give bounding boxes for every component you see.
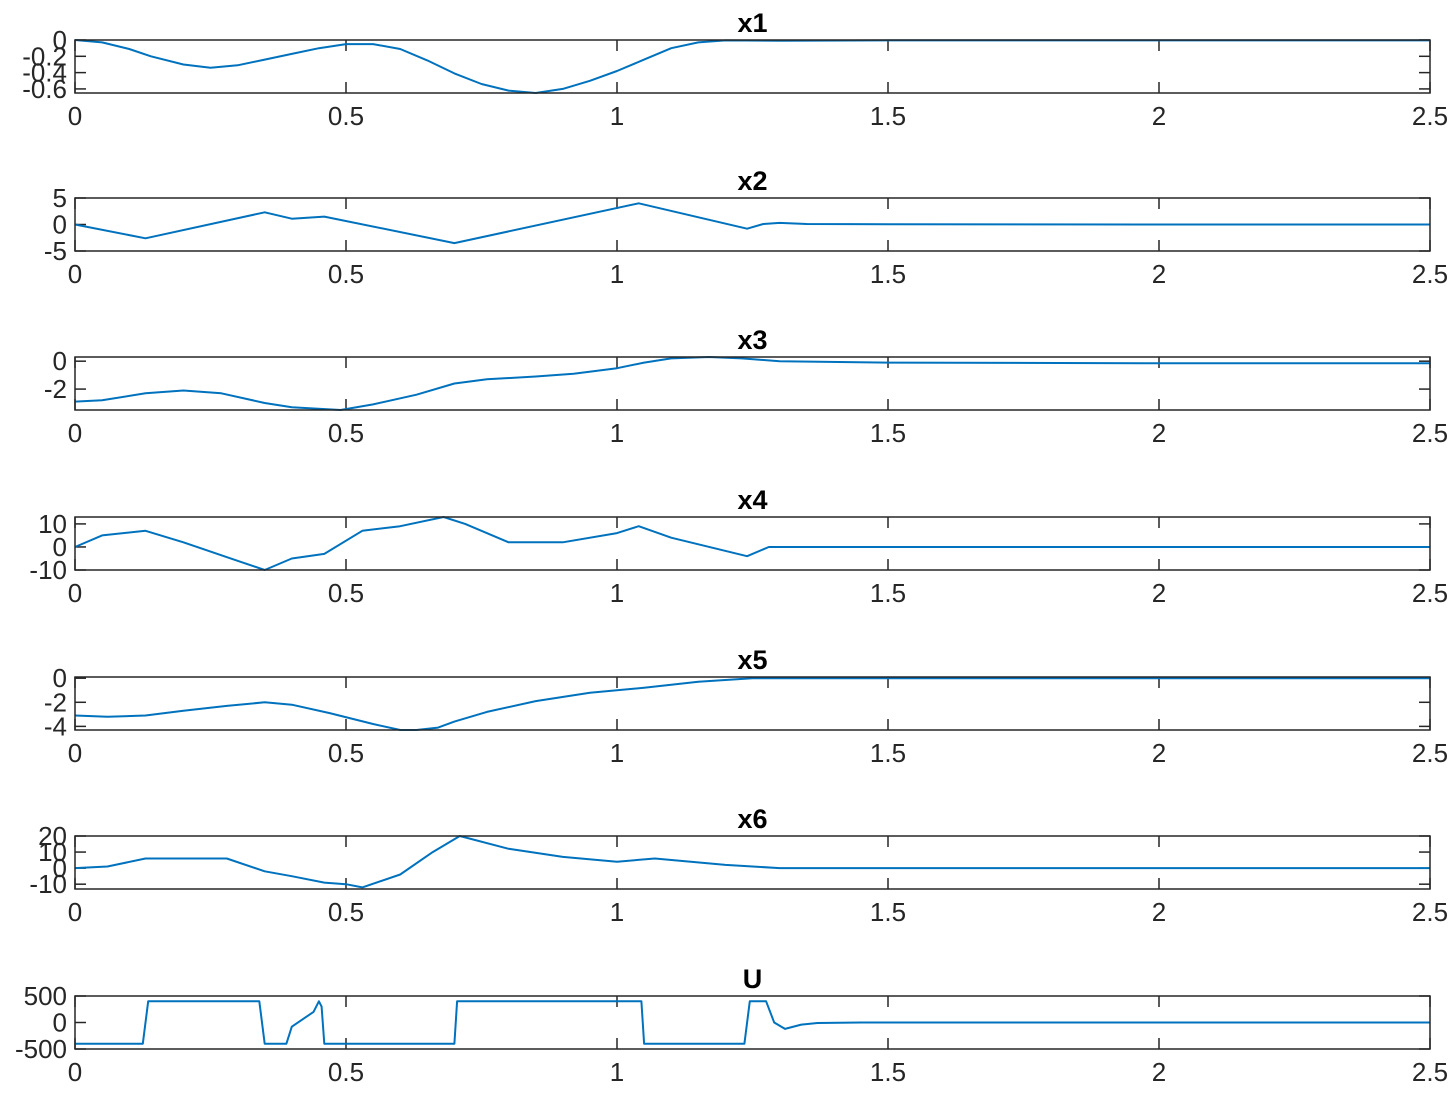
x-tick-label: 0 — [68, 259, 82, 289]
y-tick-label: -0.2 — [22, 41, 67, 71]
x-tick-label: 0.5 — [328, 738, 364, 768]
y-tick-label: 10 — [38, 509, 67, 539]
x-tick-label: 2 — [1152, 578, 1166, 608]
x-tick-label: 2.5 — [1412, 101, 1448, 131]
y-tick-label: 20 — [38, 821, 67, 851]
x-tick-label: 1 — [610, 101, 624, 131]
x-tick-label: 1 — [610, 738, 624, 768]
y-tick-label: 0 — [53, 346, 67, 376]
series-line-x6 — [74, 835, 1430, 889]
series-line-x3 — [74, 356, 1430, 411]
y-tick-label: -10 — [29, 555, 67, 585]
series-line-x2 — [74, 202, 1430, 245]
axes-frame — [74, 356, 1431, 411]
y-tick-label: -5 — [44, 236, 67, 266]
axes-frame — [74, 995, 1431, 1050]
x-tick-label: 2 — [1152, 101, 1166, 131]
y-tick-label: -0.4 — [22, 58, 67, 88]
x-tick-label: 0.5 — [328, 101, 364, 131]
x-tick-label: 0 — [68, 578, 82, 608]
x-tick-label: 0 — [68, 418, 82, 448]
y-tick-label: -500 — [15, 1034, 67, 1064]
x-tick-label: 0.5 — [328, 418, 364, 448]
x-tick-label: 2 — [1152, 418, 1166, 448]
series-line-u — [75, 1000, 1430, 1045]
x-tick-label: 2 — [1152, 738, 1166, 768]
series-line-x4 — [74, 516, 1430, 571]
y-tick-label: 0 — [53, 853, 67, 883]
x-tick-label: 1 — [610, 1057, 624, 1087]
x-tick-label: 1.5 — [870, 897, 906, 927]
y-tick-label: 10 — [38, 837, 67, 867]
x-tick-label: 1.5 — [870, 1057, 906, 1087]
series-line-x5 — [74, 677, 1430, 731]
axes-frame — [74, 197, 1431, 252]
axes-x1: 0 0.5 1 1.5 2 2.5 0-0.2-0.4-0.6 x1 — [22, 8, 1448, 131]
x-tick-label: 1.5 — [870, 738, 906, 768]
x-tick-label: 2.5 — [1412, 897, 1448, 927]
y-tick-label: 0 — [53, 663, 67, 693]
axes-title: x2 — [737, 166, 767, 196]
axes-title: x5 — [737, 645, 767, 675]
x-tick-label: 2.5 — [1412, 738, 1448, 768]
y-tick-label: 0 — [53, 532, 67, 562]
series-line-x1 — [74, 39, 1430, 94]
y-tick-label: 0 — [53, 25, 67, 55]
x-tick-label: 2 — [1152, 897, 1166, 927]
x-tick-label: 0 — [68, 1057, 82, 1087]
axes-x2: 0 0.5 1 1.5 2 2.550-5x2 — [44, 166, 1448, 289]
y-tick-label: 500 — [24, 981, 67, 1011]
y-tick-label: -0.6 — [22, 74, 67, 104]
axes-frame — [74, 835, 1431, 890]
axes-frame — [74, 516, 1431, 571]
axes-title: x3 — [737, 325, 767, 355]
x-tick-label: 0.5 — [328, 259, 364, 289]
y-tick-label: -4 — [44, 711, 67, 741]
x-tick-label: 0 — [68, 738, 82, 768]
x-tick-label: 0 — [68, 101, 82, 131]
x-tick-label: 1 — [610, 259, 624, 289]
axes-frame — [74, 39, 1431, 94]
x-tick-label: 0.5 — [328, 578, 364, 608]
y-tick-label: -10 — [29, 869, 67, 899]
x-tick-label: 0 — [68, 897, 82, 927]
x-tick-label: 2 — [1152, 259, 1166, 289]
axes-title: U — [743, 964, 763, 994]
y-tick-label: 5 — [53, 183, 67, 213]
axes-title: x6 — [737, 804, 767, 834]
axes-frame — [74, 676, 1431, 731]
axes-title: x1 — [737, 8, 767, 38]
y-tick-label: -2 — [44, 374, 67, 404]
y-tick-label: -2 — [44, 687, 67, 717]
x-tick-label: 1 — [610, 578, 624, 608]
x-tick-label: 1 — [610, 418, 624, 448]
axes-title: x4 — [737, 485, 767, 515]
x-tick-label: 1 — [610, 897, 624, 927]
axes-x3: 0 0.5 1 1.5 2 2.5 0-2 x3 — [44, 325, 1448, 448]
x-tick-label: 2 — [1152, 1057, 1166, 1087]
x-tick-label: 2.5 — [1412, 259, 1448, 289]
y-tick-label: 0 — [53, 1008, 67, 1038]
x-tick-label: 0.5 — [328, 897, 364, 927]
axes-x5: 0 0.5 1 1.5 2 2.5 0-2-4 x5 — [44, 645, 1448, 768]
x-tick-label: 1.5 — [870, 259, 906, 289]
x-tick-label: 1.5 — [870, 578, 906, 608]
x-tick-label: 1.5 — [870, 101, 906, 131]
x-tick-label: 0.5 — [328, 1057, 364, 1087]
x-tick-label: 2.5 — [1412, 1057, 1448, 1087]
x-tick-label: 2.5 — [1412, 418, 1448, 448]
x-tick-label: 2.5 — [1412, 578, 1448, 608]
x-tick-label: 1.5 — [870, 418, 906, 448]
y-tick-label: 0 — [53, 210, 67, 240]
